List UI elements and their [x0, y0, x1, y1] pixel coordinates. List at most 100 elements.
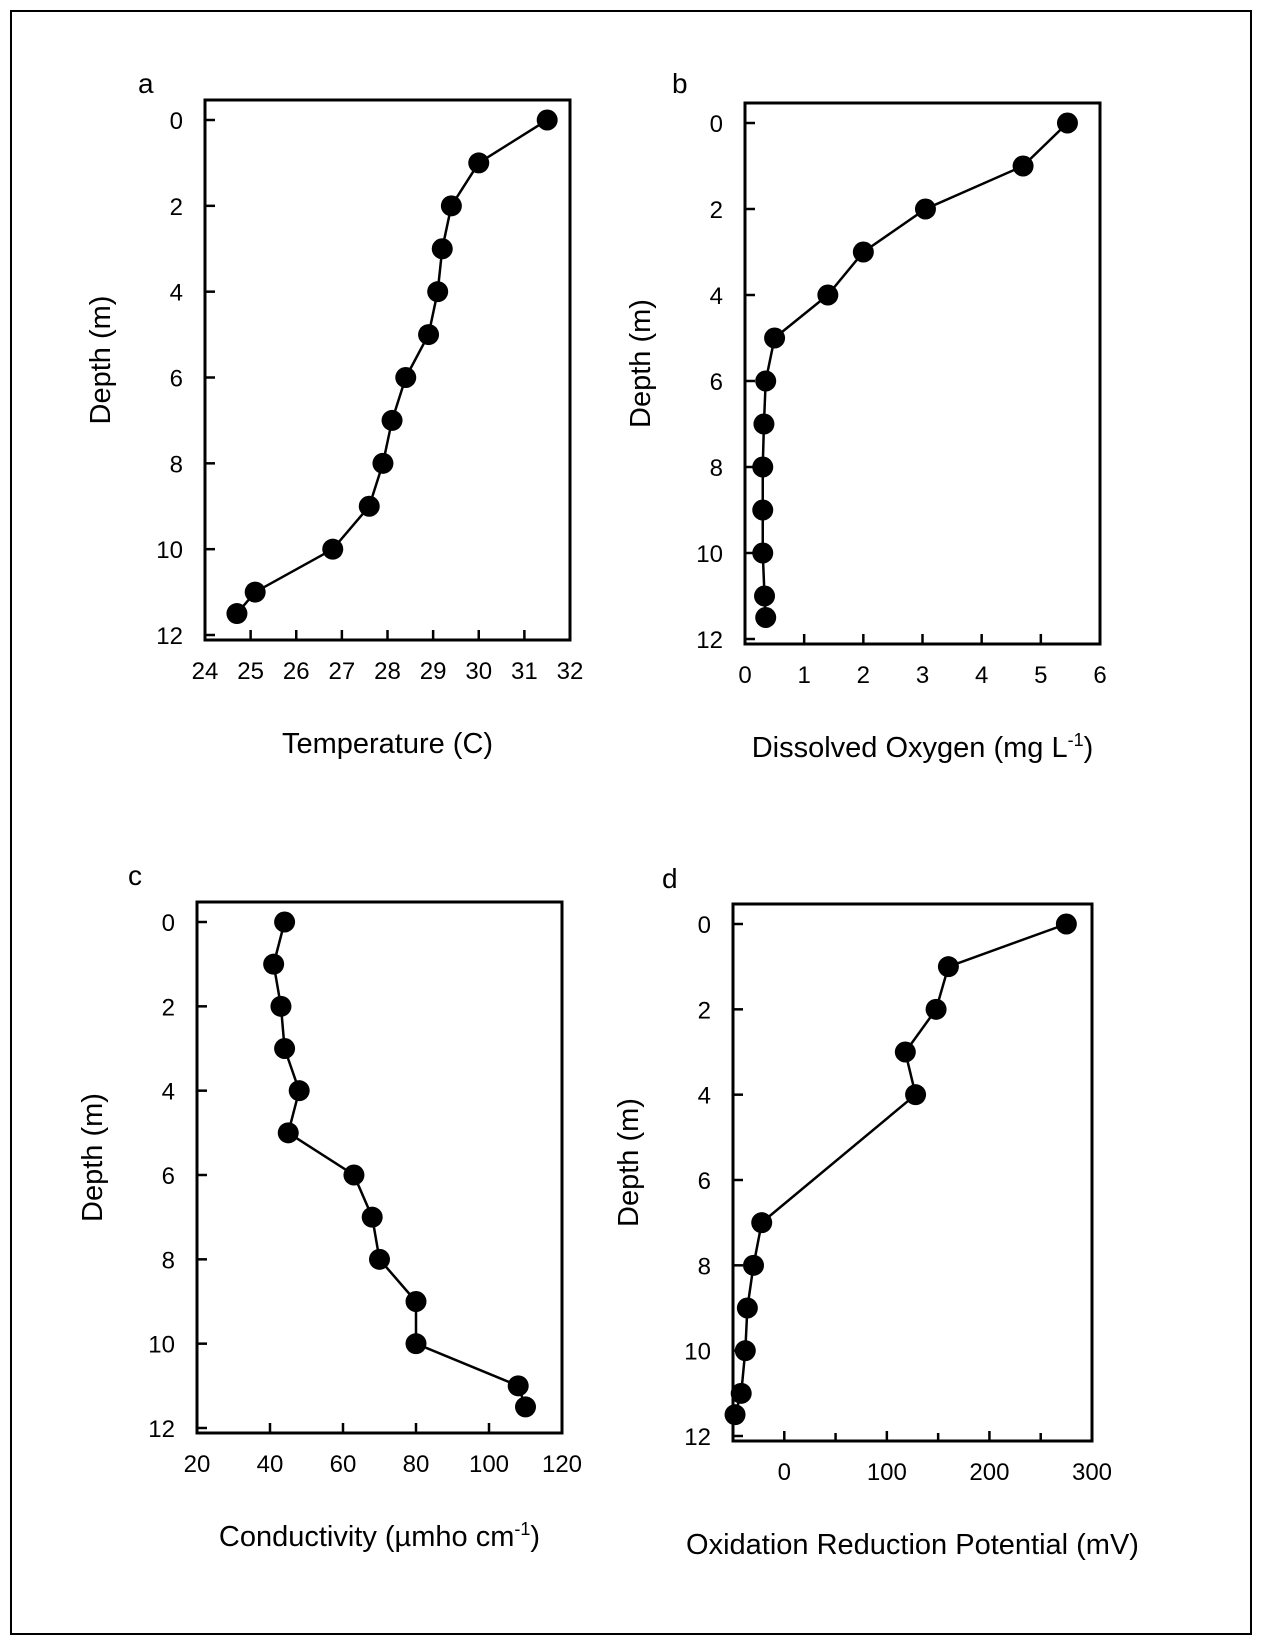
panel-letter: c [128, 860, 142, 891]
data-point [755, 370, 777, 392]
data-point [226, 603, 248, 625]
y-tick-label: 12 [684, 1424, 711, 1451]
y-tick-label: 0 [162, 910, 175, 937]
x-tick-label: 100 [469, 1451, 509, 1478]
data-point [743, 1254, 765, 1276]
plot-frame [731, 902, 1094, 1443]
x-tick-label: 200 [969, 1459, 1009, 1486]
data-point [817, 284, 839, 306]
data-point [274, 1038, 296, 1059]
y-tick-label: 8 [710, 455, 723, 482]
x-tick-label: 5 [1034, 662, 1047, 689]
x-tick-label: 25 [237, 658, 264, 685]
data-point [274, 911, 296, 933]
y-axis-label: Depth (m) [85, 296, 117, 425]
plot-frame [743, 101, 1102, 646]
x-tick-label: 80 [403, 1451, 430, 1478]
y-tick-label: 6 [698, 1168, 711, 1195]
x-tick-label: 60 [330, 1451, 357, 1478]
y-tick-label: 4 [162, 1079, 175, 1106]
y-tick-label: 0 [698, 912, 711, 939]
y-tick-label: 0 [170, 108, 183, 135]
y-tick-label: 8 [698, 1253, 711, 1280]
x-tick-label: 32 [557, 658, 584, 685]
panel-c: 0 2 4 6 8 10 12 20 40 60 80 100 120 Conductivity (µmh… [77, 860, 582, 1553]
y-tick-label: 8 [170, 451, 183, 478]
data-point [905, 1084, 927, 1106]
y-tick-label: 6 [170, 366, 183, 393]
x-axis-label: Dissolved Oxygen (mg L-1) [752, 730, 1094, 764]
y-tick-label: 4 [710, 283, 723, 310]
data-point [852, 241, 874, 263]
panel-letter: a [138, 68, 154, 99]
y-tick-label: 2 [710, 197, 723, 224]
x-tick-label: 27 [329, 658, 356, 685]
y-tick-label: 12 [156, 623, 183, 650]
data-point [736, 1297, 758, 1319]
y-tick-label: 2 [170, 194, 183, 221]
data-point [1012, 155, 1034, 177]
x-tick-label: 1 [797, 662, 810, 689]
data-point [730, 1382, 752, 1404]
y-tick-label: 0 [710, 111, 723, 138]
x-tick-label: 120 [542, 1451, 582, 1478]
figure-frame [10, 10, 1252, 1635]
data-point [1056, 112, 1078, 134]
data-point [937, 956, 959, 978]
x-tick-label: 4 [975, 662, 988, 689]
data-point [440, 195, 462, 217]
data-point [894, 1041, 916, 1063]
data-point [515, 1396, 536, 1418]
x-tick-label: 31 [511, 658, 538, 685]
y-tick-label: 2 [698, 997, 711, 1024]
data-point [752, 499, 774, 521]
x-tick-label: 0 [738, 662, 751, 689]
data-point [263, 953, 285, 975]
data-point [751, 1212, 773, 1234]
y-tick-label: 12 [148, 1416, 175, 1443]
y-tick-label: 10 [696, 541, 723, 568]
x-tick-label: 100 [867, 1459, 907, 1486]
data-point [372, 452, 394, 474]
y-axis-label: Depth (m) [625, 299, 657, 428]
data-point [277, 1122, 299, 1144]
x-tick-label: 2 [857, 662, 870, 689]
data-point [431, 238, 453, 260]
x-tick-label: 6 [1093, 662, 1106, 689]
data-point [270, 995, 292, 1017]
data-point [468, 152, 490, 174]
data-point [343, 1164, 365, 1186]
data-point [764, 327, 786, 349]
y-tick-label: 2 [162, 994, 175, 1021]
y-tick-label: 10 [148, 1332, 175, 1359]
x-tick-label: 30 [465, 658, 492, 685]
data-point [754, 585, 776, 607]
x-tick-label: 28 [374, 658, 401, 685]
y-tick-label: 10 [156, 537, 183, 564]
y-tick-label: 4 [170, 280, 183, 307]
data-point [724, 1404, 746, 1426]
panel-d: 0 2 4 6 8 10 12 0 100 200 300 Oxidation Reduction P… [613, 863, 1139, 1561]
y-axis-label: Depth (m) [77, 1093, 109, 1222]
panel-letter: d [662, 863, 678, 894]
data-point [405, 1333, 427, 1355]
x-axis-label: Oxidation Reduction Potential (mV) [686, 1529, 1139, 1561]
plot-frame [203, 98, 572, 642]
data-point [752, 542, 774, 564]
data-point [427, 281, 449, 303]
data-point [536, 109, 558, 131]
data-point [418, 324, 440, 346]
data-point [755, 607, 777, 628]
x-tick-label: 3 [916, 662, 929, 689]
series-line [272, 921, 527, 1408]
x-tick-label: 24 [192, 658, 219, 685]
panel-letter: b [672, 68, 688, 99]
data-point [925, 998, 947, 1020]
x-tick-label: 0 [778, 1459, 791, 1486]
y-tick-label: 12 [696, 627, 723, 654]
data-point [369, 1248, 390, 1270]
data-point [288, 1080, 310, 1102]
